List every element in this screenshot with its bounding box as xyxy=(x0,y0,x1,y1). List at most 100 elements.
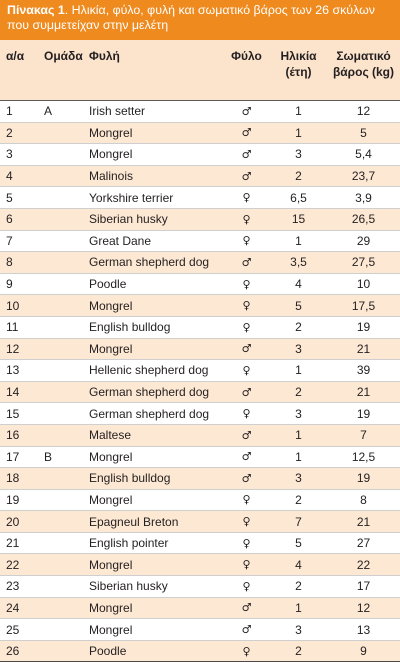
table-row: 4 Malinois ♂ 2 23,7 xyxy=(0,165,400,188)
table-row: 23 Siberian husky ♀ 2 17 xyxy=(0,575,400,598)
cell-group xyxy=(38,186,83,209)
cell-group xyxy=(38,294,83,317)
cell-sex: ♀ xyxy=(223,230,270,253)
table-row: 15 German shepherd dog ♀ 3 19 xyxy=(0,402,400,425)
cell-weight: 22 xyxy=(327,553,400,577)
cell-breed: Mongrel xyxy=(83,553,223,577)
cell-age: 3 xyxy=(270,143,327,166)
caption-text: . Ηλικία, φύλο, φυλή και σωματικό βάρος … xyxy=(7,3,375,32)
cell-breed: English pointer xyxy=(83,532,223,555)
col-header-breed: Φυλή xyxy=(83,40,223,101)
cell-breed: Mongrel xyxy=(83,143,223,166)
cell-num: 1 xyxy=(0,100,38,123)
cell-group xyxy=(38,575,83,598)
cell-num: 6 xyxy=(0,208,38,231)
cell-age: 7 xyxy=(270,510,327,533)
cell-num: 13 xyxy=(0,359,38,382)
cell-group xyxy=(38,597,83,620)
cell-sex: ♂ xyxy=(223,381,270,404)
cell-num: 10 xyxy=(0,294,38,317)
table-row: 13 Hellenic shepherd dog ♀ 1 39 xyxy=(0,359,400,382)
cell-num: 7 xyxy=(0,230,38,253)
cell-weight: 27 xyxy=(327,532,400,555)
cell-sex: ♀ xyxy=(223,532,270,555)
cell-sex: ♀ xyxy=(223,640,270,662)
table-row: 12 Mongrel ♂ 3 21 xyxy=(0,338,400,361)
col-header-num: α/α xyxy=(0,40,38,101)
cell-age: 2 xyxy=(270,575,327,598)
cell-num: 24 xyxy=(0,597,38,620)
cell-age: 3 xyxy=(270,467,327,490)
cell-num: 15 xyxy=(0,402,38,425)
header-row: α/α Ομάδα Φυλή Φύλο Ηλικία (έτη) Σωματικό… xyxy=(0,40,400,101)
cell-weight: 19 xyxy=(327,402,400,425)
cell-sex: ♀ xyxy=(223,186,270,209)
table-caption: Πίνακας 1. Ηλικία, φύλο, φυλή και σωματι… xyxy=(0,0,400,40)
table-row: 18 English bulldog ♂ 3 19 xyxy=(0,467,400,490)
table-row: 14 German shepherd dog ♂ 2 21 xyxy=(0,381,400,404)
col-header-age: Ηλικία (έτη) xyxy=(270,40,327,101)
col-header-age-line2: (έτη) xyxy=(285,65,312,79)
cell-breed: Mongrel xyxy=(83,489,223,512)
table-row: 8 German shepherd dog ♂ 3,5 27,5 xyxy=(0,251,400,274)
cell-sex: ♂ xyxy=(223,100,270,123)
cell-age: 1 xyxy=(270,424,327,447)
cell-sex: ♂ xyxy=(223,597,270,620)
cell-sex: ♂ xyxy=(223,445,270,469)
cell-breed: Mongrel xyxy=(83,445,223,469)
cell-age: 2 xyxy=(270,165,327,188)
cell-group: A xyxy=(38,100,83,123)
col-header-sex: Φύλο xyxy=(223,40,270,101)
cell-breed: German shepherd dog xyxy=(83,251,223,274)
cell-weight: 9 xyxy=(327,640,400,662)
cell-sex: ♀ xyxy=(223,208,270,231)
cell-weight: 21 xyxy=(327,338,400,361)
cell-weight: 5,4 xyxy=(327,143,400,166)
cell-breed: Mongrel xyxy=(83,122,223,145)
cell-num: 17 xyxy=(0,445,38,469)
cell-age: 6,5 xyxy=(270,186,327,209)
cell-num: 21 xyxy=(0,532,38,555)
cell-group xyxy=(38,122,83,145)
cell-age: 3 xyxy=(270,402,327,425)
cell-breed: Poodle xyxy=(83,273,223,296)
cell-group xyxy=(38,251,83,274)
cell-sex: ♂ xyxy=(223,143,270,166)
cell-weight: 29 xyxy=(327,230,400,253)
cell-weight: 23,7 xyxy=(327,165,400,188)
cell-weight: 19 xyxy=(327,316,400,339)
cell-breed: Poodle xyxy=(83,640,223,662)
table-body: 1 A Irish setter ♂ 1 12 2 Mongrel ♂ 1 5 3 Mongrel ♂ 3 5… xyxy=(0,100,400,662)
cell-group xyxy=(38,381,83,404)
cell-weight: 27,5 xyxy=(327,251,400,274)
table-row: 5 Yorkshire terrier ♀ 6,5 3,9 xyxy=(0,186,400,209)
cell-num: 9 xyxy=(0,273,38,296)
cell-breed: German shepherd dog xyxy=(83,402,223,425)
cell-num: 12 xyxy=(0,338,38,361)
cell-age: 1 xyxy=(270,230,327,253)
table-row: 11 English bulldog ♀ 2 19 xyxy=(0,316,400,339)
cell-age: 1 xyxy=(270,122,327,145)
cell-weight: 5 xyxy=(327,122,400,145)
table-row: 3 Mongrel ♂ 3 5,4 xyxy=(0,143,400,166)
cell-breed: Siberian husky xyxy=(83,575,223,598)
cell-age: 1 xyxy=(270,100,327,123)
table-row: 9 Poodle ♀ 4 10 xyxy=(0,273,400,296)
cell-age: 2 xyxy=(270,489,327,512)
cell-breed: Mongrel xyxy=(83,294,223,317)
cell-breed: Yorkshire terrier xyxy=(83,186,223,209)
cell-weight: 10 xyxy=(327,273,400,296)
table-row: 10 Mongrel ♀ 5 17,5 xyxy=(0,294,400,317)
cell-sex: ♀ xyxy=(223,273,270,296)
cell-age: 3,5 xyxy=(270,251,327,274)
cell-age: 4 xyxy=(270,553,327,577)
col-header-age-line1: Ηλικία xyxy=(280,49,317,63)
table-row: 2 Mongrel ♂ 1 5 xyxy=(0,122,400,145)
cell-group xyxy=(38,230,83,253)
caption-label: Πίνακας 1 xyxy=(7,3,65,17)
cell-age: 3 xyxy=(270,338,327,361)
cell-sex: ♀ xyxy=(223,359,270,382)
cell-num: 4 xyxy=(0,165,38,188)
cell-num: 19 xyxy=(0,489,38,512)
cell-breed: Mongrel xyxy=(83,338,223,361)
